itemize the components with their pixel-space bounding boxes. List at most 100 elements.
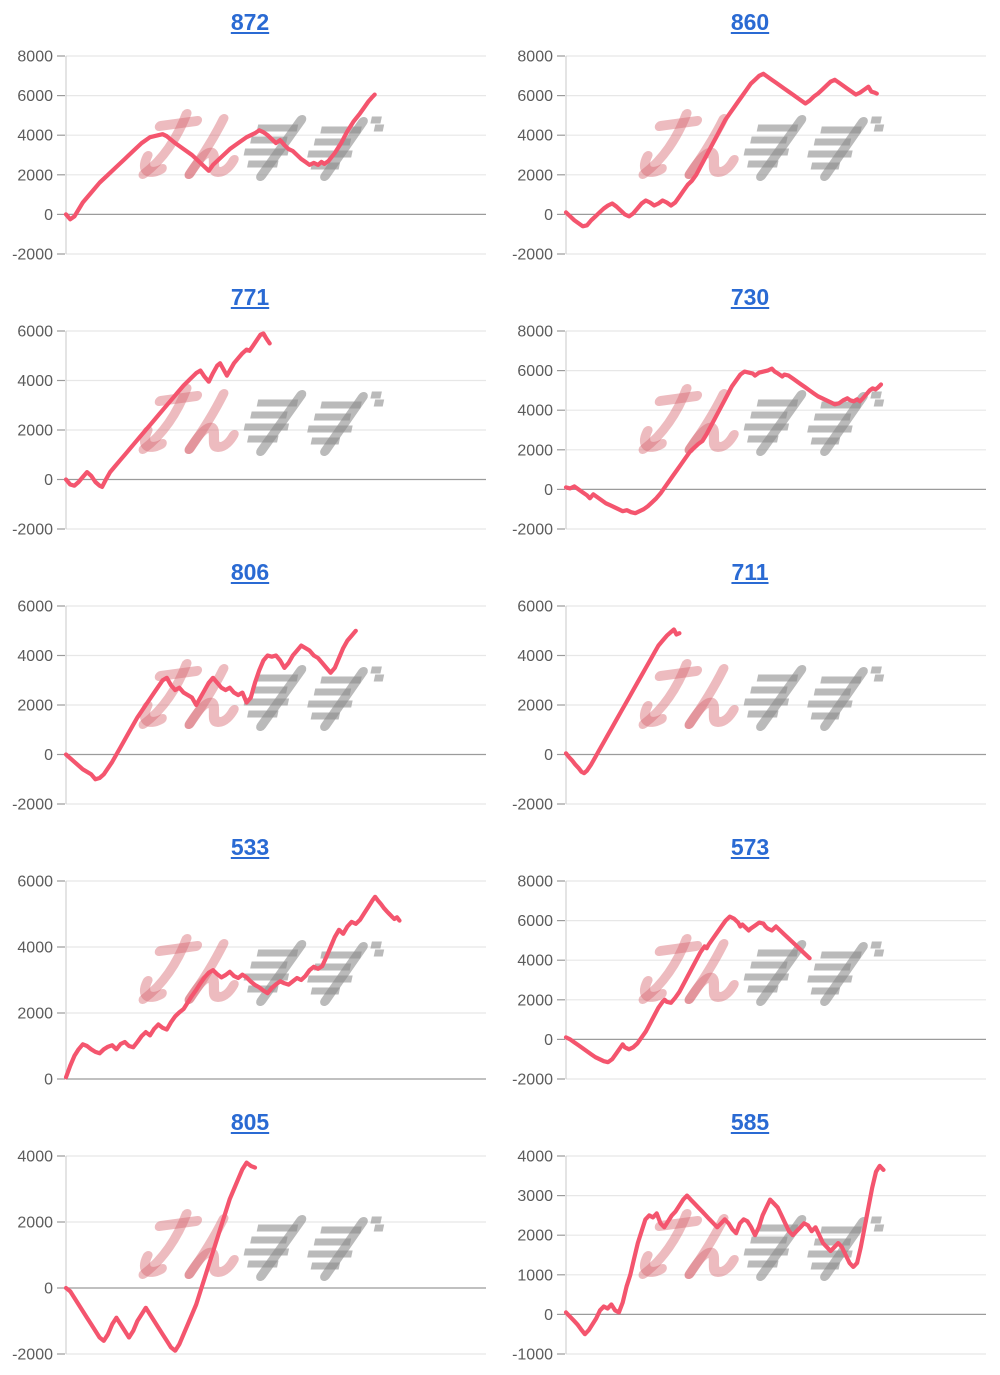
chart-cell: 585 -1000 0 1000 2000 3000 4000 xyxy=(500,1100,1000,1375)
chart-title: 533 xyxy=(0,825,500,867)
y-tick-label: 2000 xyxy=(17,1215,53,1232)
y-tick-label: 2000 xyxy=(517,698,553,715)
watermark-minrepo-logo xyxy=(638,109,885,181)
y-tick-label: 2000 xyxy=(17,698,53,715)
y-tick-label: 0 xyxy=(44,747,53,764)
chart-title: 585 xyxy=(500,1100,1000,1142)
y-tick-label: 4000 xyxy=(517,648,553,665)
y-tick-label: 2000 xyxy=(517,442,553,459)
series-line xyxy=(563,366,884,516)
y-tick-label: 6000 xyxy=(17,874,53,891)
y-tick-label: 8000 xyxy=(517,324,553,341)
y-tick-label: 4000 xyxy=(517,403,553,420)
y-tick-label: 4000 xyxy=(517,953,553,970)
watermark-minrepo-logo xyxy=(638,659,885,731)
chart-title-link[interactable]: 806 xyxy=(230,559,270,585)
y-tick-label: 0 xyxy=(544,207,553,224)
series-line xyxy=(563,914,812,1065)
y-tick-label: -2000 xyxy=(12,247,53,264)
y-tick-label: 2000 xyxy=(17,1006,53,1023)
series-line xyxy=(563,627,682,776)
y-tick-label: 4000 xyxy=(17,940,53,957)
chart-title-link[interactable]: 730 xyxy=(730,284,770,310)
y-tick-label: 6000 xyxy=(17,88,53,105)
chart-title-link[interactable]: 711 xyxy=(731,559,769,585)
chart-title-link[interactable]: 872 xyxy=(230,9,270,35)
chart-cell: 711 -2000 0 2000 4000 6000 xyxy=(500,550,1000,825)
chart-cell: 806 -2000 0 2000 4000 6000 xyxy=(0,550,500,825)
chart-plot: -2000 0 2000 4000 xyxy=(12,1149,486,1364)
y-tick-label: 3000 xyxy=(517,1188,553,1205)
y-tick-label: -1000 xyxy=(512,1347,553,1364)
series-line xyxy=(563,71,879,229)
chart-cell: 860 -2000 0 2000 4000 6000 8000 xyxy=(500,0,1000,275)
chart-title-link[interactable]: 585 xyxy=(730,1109,770,1135)
watermark-minrepo-logo xyxy=(638,934,885,1006)
chart-title: 730 xyxy=(500,275,1000,317)
y-tick-label: 6000 xyxy=(517,363,553,380)
y-tick-label: 6000 xyxy=(17,324,53,341)
y-tick-label: 0 xyxy=(544,482,553,499)
chart-plot: -2000 0 2000 4000 6000 xyxy=(12,599,486,814)
series-line xyxy=(63,628,358,782)
y-tick-label: 6000 xyxy=(517,88,553,105)
y-tick-label: 4000 xyxy=(17,1149,53,1166)
y-tick-label: 6000 xyxy=(517,913,553,930)
chart-plot: -2000 0 2000 4000 6000 8000 xyxy=(12,49,486,264)
chart-plot: 0 2000 4000 6000 xyxy=(17,874,486,1089)
y-tick-label: 2000 xyxy=(517,992,553,1009)
chart-plot: -2000 0 2000 4000 6000 8000 xyxy=(512,324,986,539)
series-line xyxy=(563,1163,886,1337)
chart-plot: -2000 0 2000 4000 6000 8000 xyxy=(512,874,986,1089)
chart-title: 711 xyxy=(500,550,1000,592)
chart-title-link[interactable]: 860 xyxy=(730,9,770,35)
y-tick-label: 1000 xyxy=(517,1267,553,1284)
chart-cell: 573 -2000 0 2000 4000 6000 8000 xyxy=(500,825,1000,1100)
chart-plot: -2000 0 2000 4000 6000 8000 xyxy=(512,49,986,264)
y-tick-label: -2000 xyxy=(12,522,53,539)
series-line xyxy=(63,894,402,1080)
y-tick-label: 6000 xyxy=(17,599,53,616)
y-tick-label: -2000 xyxy=(512,797,553,814)
y-tick-label: -2000 xyxy=(512,247,553,264)
y-tick-label: 2000 xyxy=(17,423,53,440)
chart-title-link[interactable]: 533 xyxy=(230,834,270,860)
chart-title-link[interactable]: 771 xyxy=(230,284,270,310)
chart-title: 860 xyxy=(500,0,1000,42)
chart-title: 806 xyxy=(0,550,500,592)
chart-title: 771 xyxy=(0,275,500,317)
y-tick-label: 0 xyxy=(544,1032,553,1049)
chart-cell: 730 -2000 0 2000 4000 6000 8000 xyxy=(500,275,1000,550)
chart-cell: 771 -2000 0 2000 4000 6000 xyxy=(0,275,500,550)
y-tick-label: -2000 xyxy=(512,1072,553,1089)
watermark-minrepo-logo xyxy=(138,659,385,731)
y-tick-label: 2000 xyxy=(17,167,53,184)
chart-cell: 533 0 2000 4000 6000 xyxy=(0,825,500,1100)
y-tick-label: 4000 xyxy=(17,373,53,390)
y-tick-label: 2000 xyxy=(517,167,553,184)
y-tick-label: 0 xyxy=(544,1307,553,1324)
y-tick-label: 6000 xyxy=(517,599,553,616)
watermark-minrepo-logo xyxy=(138,1209,385,1281)
y-tick-label: 4000 xyxy=(17,648,53,665)
chart-title-link[interactable]: 805 xyxy=(230,1109,270,1135)
y-tick-label: 2000 xyxy=(517,1228,553,1245)
y-tick-label: 0 xyxy=(44,207,53,224)
y-tick-label: 4000 xyxy=(17,128,53,145)
y-tick-label: 4000 xyxy=(517,128,553,145)
chart-cell: 805 -2000 0 2000 4000 xyxy=(0,1100,500,1375)
chart-plot: -2000 0 2000 4000 6000 xyxy=(12,324,486,539)
y-tick-label: 0 xyxy=(44,1072,53,1089)
chart-title: 573 xyxy=(500,825,1000,867)
chart-plot: -1000 0 1000 2000 3000 4000 xyxy=(512,1149,986,1364)
watermark-minrepo-logo xyxy=(138,384,385,456)
series-line xyxy=(63,1160,258,1353)
y-tick-label: 8000 xyxy=(517,49,553,66)
y-tick-label: 4000 xyxy=(517,1149,553,1166)
chart-title: 872 xyxy=(0,0,500,42)
chart-cell: 872 -2000 0 2000 4000 6000 8000 xyxy=(0,0,500,275)
chart-title-link[interactable]: 573 xyxy=(730,834,770,860)
chart-title: 805 xyxy=(0,1100,500,1142)
y-tick-label: -2000 xyxy=(512,522,553,539)
